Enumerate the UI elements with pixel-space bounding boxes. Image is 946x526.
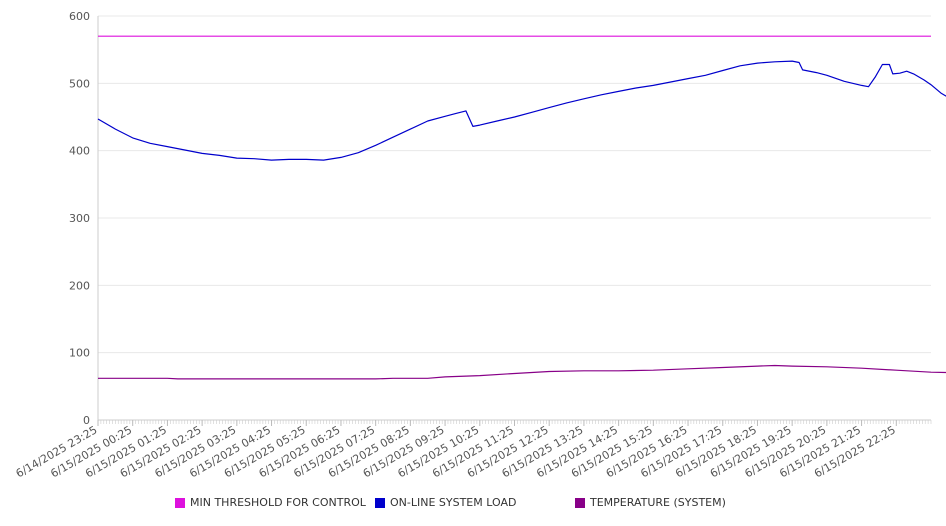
y-tick-label: 500: [69, 77, 90, 90]
legend: MIN THRESHOLD FOR CONTROL ON-LINE SYSTEM…: [0, 496, 946, 516]
y-tick-label: 300: [69, 212, 90, 225]
series-line: [97, 60, 946, 161]
legend-item-system-load: ON-LINE SYSTEM LOAD: [375, 496, 516, 509]
legend-item-temperature: TEMPERATURE (SYSTEM): [575, 496, 726, 509]
x-axis-ticks: 6/14/2025 23:256/15/2025 00:256/15/2025 …: [14, 420, 898, 480]
y-tick-label: 200: [69, 279, 90, 292]
gridlines: [98, 15, 931, 421]
legend-label: MIN THRESHOLD FOR CONTROL: [190, 496, 366, 509]
series-line: [98, 364, 946, 380]
legend-label: TEMPERATURE (SYSTEM): [590, 496, 726, 509]
y-tick-label: 0: [83, 414, 90, 427]
legend-item-min-threshold: MIN THRESHOLD FOR CONTROL: [175, 496, 366, 509]
y-axis-ticks: 0 100 200 300 400 500 600: [69, 10, 90, 427]
axes: [97, 16, 932, 424]
legend-swatch: [175, 497, 185, 508]
y-tick-label: 400: [69, 145, 90, 158]
legend-swatch: [575, 497, 585, 508]
legend-swatch: [375, 497, 385, 508]
y-tick-label: 100: [69, 347, 90, 360]
legend-label: ON-LINE SYSTEM LOAD: [390, 496, 517, 509]
series-lines: [97, 35, 946, 380]
y-tick-label: 600: [69, 10, 90, 23]
